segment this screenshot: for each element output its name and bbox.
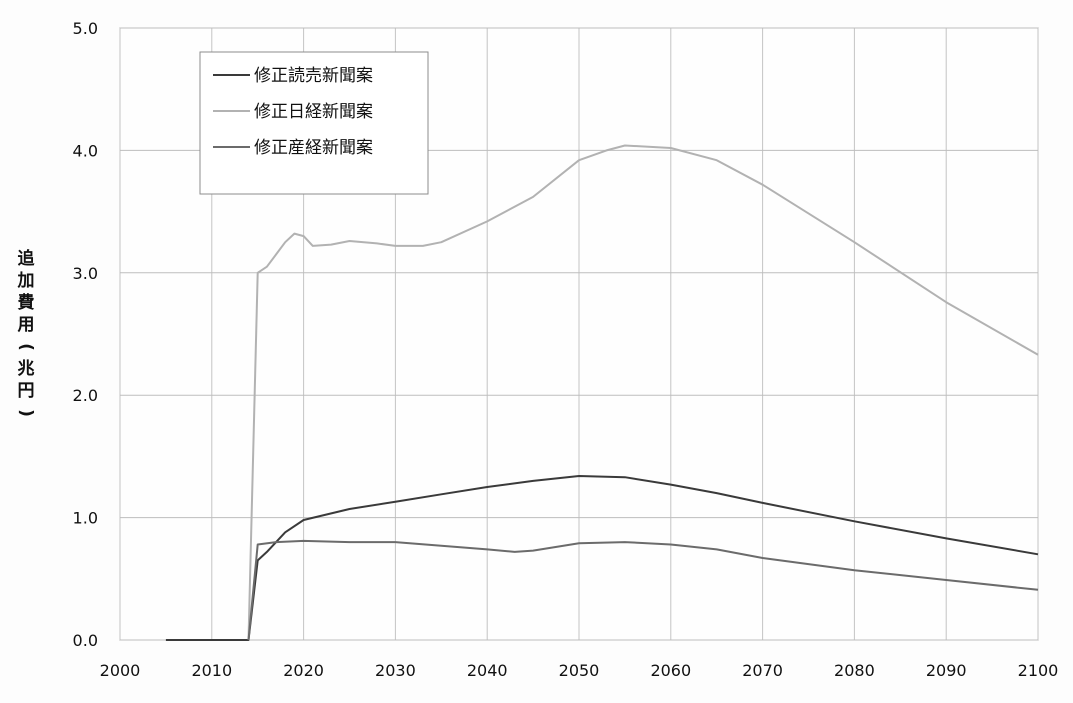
series-line-1	[165, 475, 1039, 641]
x-tick-label: 2090	[926, 661, 967, 680]
y-axis-label-char: 兆	[18, 359, 35, 379]
series-line-2	[247, 144, 1039, 641]
y-axis-label-char: 円	[18, 381, 35, 401]
y-axis-label-char: 用	[18, 315, 35, 335]
y-axis-label-char: (	[16, 343, 36, 351]
legend-entry-label: 修正読売新聞案	[254, 66, 373, 86]
x-tick-label: 2070	[742, 661, 783, 680]
legend-entry-label: 修正日経新聞案	[254, 102, 373, 122]
y-axis-label-char: )	[16, 409, 36, 417]
x-tick-label: 2100	[1018, 661, 1059, 680]
y-tick-label: 3.0	[73, 264, 98, 283]
x-tick-label: 2000	[100, 661, 141, 680]
legend-entry-label: 修正産経新聞案	[254, 138, 373, 158]
y-tick-label: 5.0	[73, 19, 98, 38]
series-line-3	[247, 539, 1039, 641]
y-axis-ticks: 0.0 1.0 2.0 3.0 4.0 5.0	[73, 19, 98, 650]
x-tick-label: 2050	[559, 661, 600, 680]
y-tick-label: 2.0	[73, 386, 98, 405]
x-tick-label: 2080	[834, 661, 875, 680]
y-axis-label-char: 加	[17, 271, 35, 291]
x-tick-label: 2020	[283, 661, 324, 680]
y-tick-label: 4.0	[73, 141, 98, 160]
y-axis-label-char: 費	[18, 292, 35, 313]
x-tick-label: 2040	[467, 661, 508, 680]
y-tick-label: 0.0	[73, 631, 98, 650]
y-tick-label: 1.0	[73, 509, 98, 528]
x-tick-label: 2030	[375, 661, 416, 680]
x-tick-label: 2060	[650, 661, 691, 680]
x-axis-ticks: 2000 2010 2020 2030 2040 2050 2060 2070 2080 2090…	[100, 661, 1059, 680]
x-tick-label: 2010	[191, 661, 232, 680]
y-axis-label-char: 追	[18, 248, 36, 269]
series-lines	[165, 144, 1039, 641]
